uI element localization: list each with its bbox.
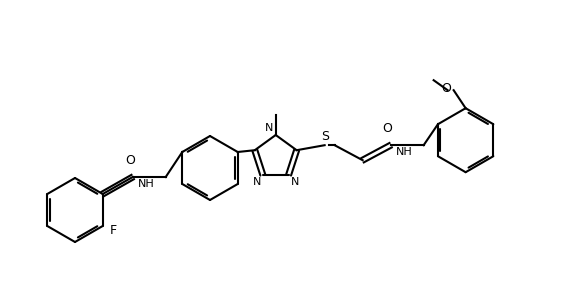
- Text: O: O: [125, 154, 134, 167]
- Text: O: O: [383, 122, 392, 135]
- Text: F: F: [109, 223, 117, 236]
- Text: N: N: [291, 177, 299, 187]
- Text: N: N: [265, 123, 274, 133]
- Text: NH: NH: [396, 147, 413, 157]
- Text: NH: NH: [138, 179, 155, 189]
- Text: O: O: [441, 82, 451, 95]
- Text: S: S: [320, 130, 329, 143]
- Text: N: N: [252, 177, 261, 187]
